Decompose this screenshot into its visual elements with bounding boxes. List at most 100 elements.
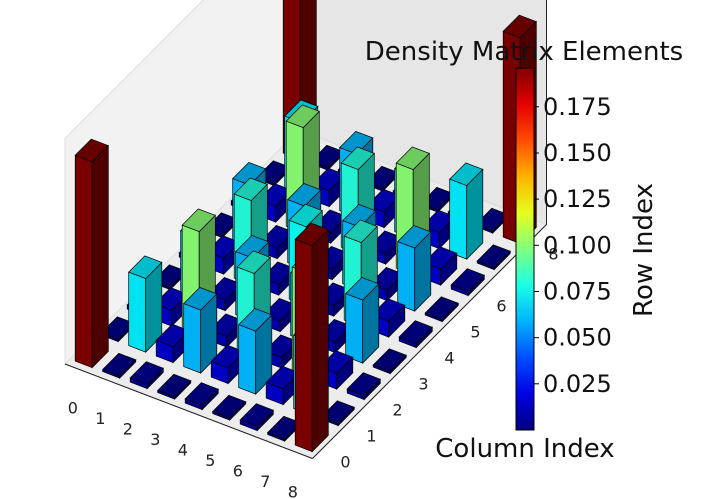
- x-tick-label: 8: [288, 482, 298, 499]
- bar-r4-c8: [398, 320, 433, 349]
- bar-front-face: [449, 178, 468, 260]
- bar-side-face: [91, 144, 109, 369]
- x-tick-label: 6: [233, 461, 243, 480]
- bar-top-face: [183, 286, 218, 311]
- bar-top-face: [285, 104, 320, 129]
- bar-r1-c3: [183, 286, 218, 374]
- bar-top-face: [320, 400, 355, 424]
- bar-r0-c0: [74, 138, 109, 369]
- bar-top-face: [102, 352, 137, 377]
- colorbar-tick-label: 0.150: [543, 139, 612, 167]
- left-pane: [64, 0, 300, 366]
- bar-top-face: [449, 162, 484, 187]
- bar-front-face: [345, 293, 364, 364]
- bar-top-face: [346, 372, 381, 396]
- axis-lines: [64, 0, 547, 459]
- bar-top-face: [236, 250, 271, 275]
- bar-r0-c4: [184, 382, 219, 411]
- bar-top-face: [233, 177, 268, 202]
- bar-top-face: [502, 14, 537, 39]
- y-tick-label: 0: [340, 453, 350, 472]
- bar-front-face: [294, 238, 313, 453]
- bar-top-face: [181, 208, 216, 233]
- bar-top-face: [235, 234, 270, 259]
- bar-front-face: [74, 154, 93, 369]
- bar-r1-c5: [238, 307, 273, 395]
- bar-top-face: [157, 373, 192, 398]
- column-axis-label: Column Index: [435, 434, 614, 464]
- bar-r1-c1: [128, 255, 163, 353]
- bar-top-face: [343, 219, 378, 244]
- x-tick-label: 2: [123, 419, 133, 438]
- bar-top-face: [398, 320, 433, 344]
- bar-top-face: [238, 307, 273, 332]
- bar-r3-c8: [372, 348, 407, 375]
- x-tick-label: 4: [178, 440, 188, 459]
- colorbar-tick-label: 0.125: [543, 185, 612, 213]
- bar-r0-c8: [294, 222, 329, 453]
- bar-top-face: [128, 255, 163, 280]
- bar-front-face: [183, 303, 202, 374]
- bar-r1-c8: [320, 400, 355, 427]
- y-tick-label: 8: [548, 245, 558, 264]
- bar-r3-c7: [345, 276, 380, 364]
- colorbar-gradient: [515, 67, 535, 431]
- x-tick-label: 0: [68, 398, 78, 417]
- bar-top-face: [395, 146, 430, 171]
- bar-top-face: [397, 224, 432, 249]
- bar-r0-c1: [102, 352, 137, 379]
- chart-title: Density Matrix Elements: [365, 37, 683, 67]
- bar-top-face: [287, 182, 322, 207]
- bar-r0-c5: [212, 394, 247, 421]
- bar-r7-c7: [449, 162, 484, 260]
- bar-r7-c8: [476, 244, 511, 271]
- x-axis-line: [64, 363, 313, 459]
- colorbar-tick-label: 0.025: [543, 370, 612, 398]
- colorbar-label: Row Index: [629, 183, 659, 317]
- bar-top-face: [339, 130, 374, 155]
- bar-front-face: [128, 271, 147, 353]
- bar-top-face: [232, 161, 267, 186]
- bar-r0-c3: [157, 373, 192, 400]
- x-tick-label: 1: [95, 409, 105, 428]
- bar-top-face: [129, 361, 164, 385]
- bar-top-face: [345, 276, 380, 301]
- y-axis-line: [312, 224, 547, 459]
- bar-top-face: [288, 203, 323, 228]
- colorbar: 0.025 0.050 0.075 0.100 0.125 0.150 0.175: [515, 67, 612, 431]
- colorbar-tick-label: 0.050: [543, 324, 612, 352]
- bar-r6-c8: [450, 268, 485, 297]
- bars: [74, 0, 537, 453]
- bar-front-face: [238, 324, 257, 395]
- x-tick-label: 3: [150, 430, 160, 449]
- bar-r0-c6: [239, 403, 274, 432]
- y-tick-label: 3: [418, 375, 428, 394]
- x-tick-label: 7: [260, 472, 270, 491]
- bar-top-face: [342, 203, 377, 228]
- colorbar-tick-label: 0.100: [543, 231, 612, 259]
- bar-r5-c8: [424, 296, 459, 323]
- y-tick-label: 4: [444, 349, 454, 368]
- bar-r2-c8: [346, 372, 381, 401]
- bar-r0-c2: [129, 361, 164, 390]
- bar-top-face: [450, 268, 485, 292]
- bar-top-face: [212, 394, 247, 419]
- x-tick-label: 5: [205, 451, 215, 470]
- bar-top-face: [372, 348, 407, 372]
- bar-top-face: [424, 296, 459, 320]
- bar-top-face: [476, 244, 511, 268]
- bar-r5-c7: [397, 224, 432, 312]
- bar-front-face: [397, 241, 416, 312]
- bar-top-face: [294, 222, 329, 247]
- y-tick-label: 5: [470, 323, 480, 342]
- bar-top-face: [239, 403, 274, 427]
- colorbar-tick-label: 0.075: [543, 278, 612, 306]
- y-tick-label: 1: [366, 427, 376, 446]
- bar-top-face: [423, 246, 458, 270]
- y-tick-label: 6: [496, 297, 506, 316]
- bar-top-face: [371, 298, 406, 322]
- y-tick-label: 2: [392, 401, 402, 420]
- colorbar-tick-label: 0.175: [543, 93, 612, 121]
